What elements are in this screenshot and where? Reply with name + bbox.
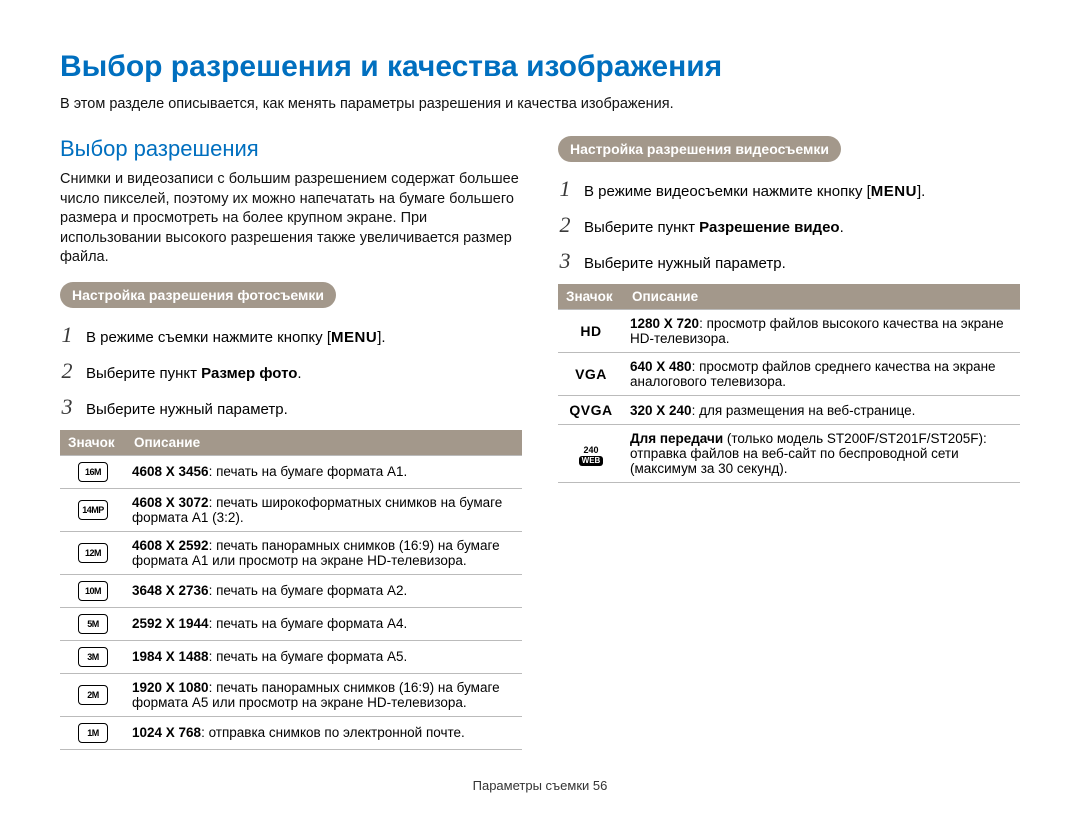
video-step-1: 1 В режиме видеосъемки нажмите кнопку [M… bbox=[558, 176, 1020, 202]
icon-cell: VGA bbox=[558, 353, 624, 396]
resolution-icon: 240WEB bbox=[579, 446, 604, 466]
resolution-icon: 5M bbox=[78, 614, 108, 634]
table-row: 5M 2592 X 1944: печать на бумаге формата … bbox=[60, 607, 522, 640]
resolution-icon: 3M bbox=[78, 647, 108, 667]
step-text: Выберите нужный параметр. bbox=[584, 255, 786, 272]
resolution-icon: 12M bbox=[78, 543, 108, 563]
photo-step-3: 3 Выберите нужный параметр. bbox=[60, 394, 522, 420]
desc-cell: 4608 X 3072: печать широкоформатных сним… bbox=[126, 488, 522, 531]
table-row: 240WEB Для передачи (только модель ST200F… bbox=[558, 425, 1020, 483]
resolution-icon: QVGA bbox=[569, 402, 612, 418]
desc-cell: 4608 X 3456: печать на бумаге формата A1… bbox=[126, 455, 522, 488]
step-text: ]. bbox=[377, 329, 385, 346]
step-number: 2 bbox=[558, 212, 572, 238]
section-title: Выбор разрешения bbox=[60, 136, 522, 162]
desc-cell: 1920 X 1080: печать панорамных снимков (… bbox=[126, 673, 522, 716]
desc-cell: 320 X 240: для размещения на веб-страниц… bbox=[624, 396, 1020, 425]
icon-cell: 3M bbox=[60, 640, 126, 673]
step-text-bold: Разрешение видео bbox=[699, 219, 839, 236]
icon-cell: QVGA bbox=[558, 396, 624, 425]
desc-cell: 1280 X 720: просмотр файлов высокого кач… bbox=[624, 310, 1020, 353]
desc-cell: 3648 X 2736: печать на бумаге формата A2… bbox=[126, 574, 522, 607]
table-row: 12M 4608 X 2592: печать панорамных снимко… bbox=[60, 531, 522, 574]
icon-cell: 12M bbox=[60, 531, 126, 574]
icon-cell: 240WEB bbox=[558, 425, 624, 483]
chip-video: Настройка разрешения видеосъемки bbox=[558, 136, 841, 162]
page-footer: Параметры съемки 56 bbox=[0, 778, 1080, 793]
th-desc: Описание bbox=[126, 430, 522, 456]
table-row: 14MP 4608 X 3072: печать широкоформатных … bbox=[60, 488, 522, 531]
resolution-icon: 2M bbox=[78, 685, 108, 705]
step-text: В режиме съемки нажмите кнопку [ bbox=[86, 329, 331, 346]
step-number: 3 bbox=[60, 394, 74, 420]
step-number: 3 bbox=[558, 248, 572, 274]
resolution-icon: 1M bbox=[78, 723, 108, 743]
table-row: 3M 1984 X 1488: печать на бумаге формата … bbox=[60, 640, 522, 673]
table-row: 10M 3648 X 2736: печать на бумаге формата… bbox=[60, 574, 522, 607]
table-row: VGA 640 X 480: просмотр файлов среднего к… bbox=[558, 353, 1020, 396]
menu-key-icon: MENU bbox=[871, 183, 917, 200]
step-text: Выберите пункт bbox=[584, 219, 699, 236]
video-step-2: 2 Выберите пункт Разрешение видео. bbox=[558, 212, 1020, 238]
th-icon: Значок bbox=[558, 284, 624, 310]
step-text-bold: Размер фото bbox=[201, 365, 297, 382]
step-number: 1 bbox=[558, 176, 572, 202]
resolution-icon: HD bbox=[580, 323, 601, 339]
table-row: 1M 1024 X 768: отправка снимков по электр… bbox=[60, 716, 522, 749]
icon-cell: HD bbox=[558, 310, 624, 353]
resolution-icon: 10M bbox=[78, 581, 108, 601]
photo-step-1: 1 В режиме съемки нажмите кнопку [MENU]. bbox=[60, 322, 522, 348]
th-desc: Описание bbox=[624, 284, 1020, 310]
desc-cell: 1024 X 768: отправка снимков по электрон… bbox=[126, 716, 522, 749]
th-icon: Значок bbox=[60, 430, 126, 456]
resolution-icon: 14MP bbox=[78, 500, 108, 520]
step-text: . bbox=[840, 219, 844, 236]
chip-photo: Настройка разрешения фотосъемки bbox=[60, 282, 336, 308]
video-step-3: 3 Выберите нужный параметр. bbox=[558, 248, 1020, 274]
photo-step-2: 2 Выберите пункт Размер фото. bbox=[60, 358, 522, 384]
icon-cell: 16M bbox=[60, 455, 126, 488]
step-text: Выберите нужный параметр. bbox=[86, 401, 288, 418]
step-number: 2 bbox=[60, 358, 74, 384]
video-resolution-table: Значок Описание HD 1280 X 720: просмотр ф… bbox=[558, 284, 1020, 483]
icon-cell: 10M bbox=[60, 574, 126, 607]
section-body: Снимки и видеозаписи с большим разрешени… bbox=[60, 170, 522, 268]
step-text: В режиме видеосъемки нажмите кнопку [ bbox=[584, 183, 871, 200]
step-text: ]. bbox=[917, 183, 925, 200]
table-row: HD 1280 X 720: просмотр файлов высокого к… bbox=[558, 310, 1020, 353]
desc-cell: 1984 X 1488: печать на бумаге формата A5… bbox=[126, 640, 522, 673]
resolution-icon: VGA bbox=[575, 366, 607, 382]
table-row: 16M 4608 X 3456: печать на бумаге формата… bbox=[60, 455, 522, 488]
table-row: QVGA 320 X 240: для размещения на веб-стр… bbox=[558, 396, 1020, 425]
step-text: Выберите пункт bbox=[86, 365, 201, 382]
desc-cell: 640 X 480: просмотр файлов среднего каче… bbox=[624, 353, 1020, 396]
menu-key-icon: MENU bbox=[331, 329, 377, 346]
step-text: . bbox=[297, 365, 301, 382]
page-lead: В этом разделе описывается, как менять п… bbox=[60, 96, 1020, 112]
resolution-icon: 16M bbox=[78, 462, 108, 482]
photo-resolution-table: Значок Описание 16M 4608 X 3456: печать н… bbox=[60, 430, 522, 750]
icon-cell: 2M bbox=[60, 673, 126, 716]
icon-cell: 1M bbox=[60, 716, 126, 749]
desc-cell: 4608 X 2592: печать панорамных снимков (… bbox=[126, 531, 522, 574]
desc-cell: Для передачи (только модель ST200F/ST201… bbox=[624, 425, 1020, 483]
icon-cell: 14MP bbox=[60, 488, 126, 531]
page-title: Выбор разрешения и качества изображения bbox=[60, 50, 1020, 84]
desc-cell: 2592 X 1944: печать на бумаге формата A4… bbox=[126, 607, 522, 640]
step-number: 1 bbox=[60, 322, 74, 348]
icon-cell: 5M bbox=[60, 607, 126, 640]
table-row: 2M 1920 X 1080: печать панорамных снимков… bbox=[60, 673, 522, 716]
